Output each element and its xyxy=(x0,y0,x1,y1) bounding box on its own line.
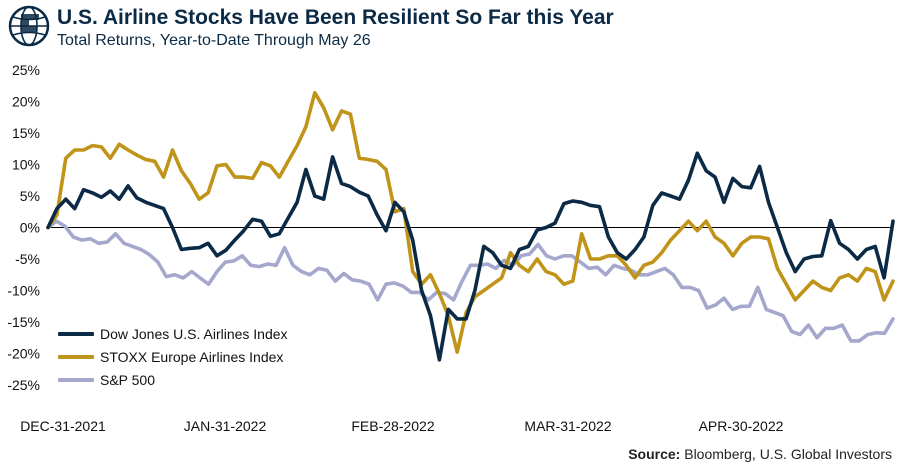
legend-swatch xyxy=(58,377,94,382)
x-tick-label: DEC-31-2021 xyxy=(20,418,106,434)
legend-label: STOXX Europe Airlines Index xyxy=(100,348,284,365)
y-tick-label: 0% xyxy=(20,220,40,236)
series-line-0 xyxy=(46,151,895,362)
source-note: Source: Bloomberg, U.S. Global Investors xyxy=(628,446,892,462)
y-tick-label: 20% xyxy=(12,94,40,110)
legend-item: S&P 500 xyxy=(58,368,288,391)
globe-icon xyxy=(8,5,50,47)
y-tick-label: -20% xyxy=(7,346,40,362)
x-tick-label: FEB-28-2022 xyxy=(351,418,434,434)
y-tick-label: 15% xyxy=(12,125,40,141)
legend-item: STOXX Europe Airlines Index xyxy=(58,345,288,368)
series-line-2 xyxy=(46,219,895,343)
y-tick-label: -15% xyxy=(7,314,40,330)
y-tick-label: 5% xyxy=(20,188,40,204)
legend-item: Dow Jones U.S. Airlines Index xyxy=(58,322,288,345)
y-tick-label: 25% xyxy=(12,62,40,78)
x-tick-label: JAN-31-2022 xyxy=(184,418,267,434)
source-label: Source: xyxy=(628,446,681,462)
y-tick-label: -10% xyxy=(7,283,40,299)
y-tick-label: -5% xyxy=(15,251,40,267)
legend-label: Dow Jones U.S. Airlines Index xyxy=(100,325,288,342)
y-tick-label: -25% xyxy=(7,377,40,393)
chart-subtitle: Total Returns, Year-to-Date Through May … xyxy=(57,32,371,49)
legend-swatch xyxy=(58,354,94,359)
source-text: Bloomberg, U.S. Global Investors xyxy=(680,446,892,462)
x-tick-label: APR-30-2022 xyxy=(699,418,784,434)
legend-swatch xyxy=(58,331,94,336)
chart-title: U.S. Airline Stocks Have Been Resilient … xyxy=(57,6,614,29)
legend: Dow Jones U.S. Airlines Index STOXX Europ… xyxy=(58,322,288,391)
legend-label: S&P 500 xyxy=(100,371,156,388)
x-tick-label: MAR-31-2022 xyxy=(524,418,611,434)
series-line-1 xyxy=(46,90,895,355)
y-tick-label: 10% xyxy=(12,157,40,173)
